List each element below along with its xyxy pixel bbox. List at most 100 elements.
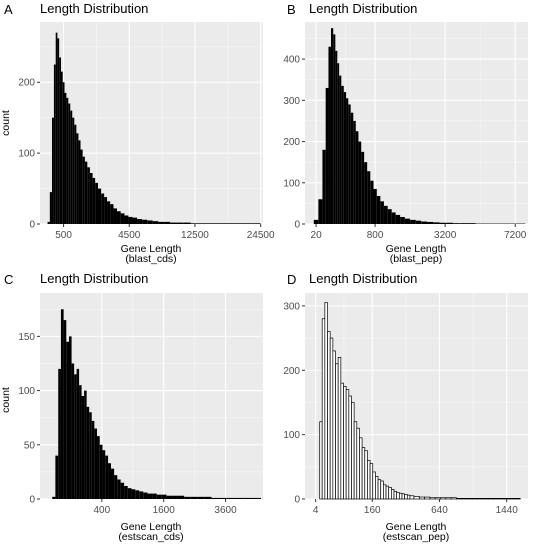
histogram-bar — [84, 391, 87, 499]
histogram-bar — [76, 133, 78, 224]
histogram-bar — [381, 481, 384, 499]
histogram-bar — [128, 488, 132, 499]
histogram-bar — [54, 65, 56, 224]
histogram-bar — [87, 407, 90, 499]
histogram-bar — [152, 494, 157, 499]
histogram-bar — [74, 125, 76, 224]
histogram-bar — [370, 464, 373, 499]
histogram-bar — [430, 498, 435, 499]
histogram-bar — [421, 222, 427, 224]
histogram-bar — [183, 223, 190, 224]
histogram-bar — [81, 150, 83, 224]
histogram-bar — [467, 223, 475, 224]
x-tick-label: 160 — [364, 505, 381, 516]
histogram-bar — [383, 485, 386, 499]
histogram-bar — [341, 86, 343, 224]
histogram-bar — [117, 479, 120, 499]
histogram-bar — [488, 498, 493, 499]
histogram-bar — [494, 498, 499, 499]
histogram-bar — [132, 218, 137, 224]
histogram-bar — [336, 364, 339, 499]
histogram-bar — [504, 498, 509, 499]
histogram-bar — [121, 213, 125, 224]
histogram-bar — [392, 212, 396, 224]
histogram-bar — [397, 493, 400, 499]
x-axis-subtitle: (estscan_cds) — [118, 531, 183, 543]
histogram-bar — [314, 220, 319, 224]
histogram-bar — [467, 498, 472, 499]
histogram-bar — [143, 492, 147, 499]
histogram-bar — [440, 223, 447, 224]
histogram-bar — [61, 309, 64, 499]
histogram-bar — [65, 93, 67, 224]
y-tick-label: 300 — [283, 301, 300, 312]
histogram-bar — [441, 498, 446, 499]
histogram-bar — [92, 421, 95, 499]
histogram-bar — [402, 494, 405, 499]
histogram-bar — [211, 498, 218, 499]
histogram-bar — [55, 456, 58, 499]
histogram-bar — [61, 72, 63, 224]
y-tick-label: 200 — [283, 137, 300, 148]
histogram-bar — [83, 157, 85, 224]
histogram-bar — [85, 162, 87, 224]
histogram-bar — [167, 496, 173, 499]
histogram-bar — [100, 445, 103, 499]
histogram-bar — [478, 498, 483, 499]
histogram-bar — [362, 448, 365, 500]
histogram-bar — [374, 189, 377, 224]
histogram-bar — [322, 319, 325, 499]
histogram-bar — [510, 498, 515, 499]
histogram-bar — [341, 383, 344, 499]
histogram-bar — [320, 422, 322, 499]
histogram-bar — [354, 422, 357, 499]
histogram-bar — [242, 223, 251, 224]
histogram-bar — [252, 498, 261, 499]
histogram-bar — [435, 498, 440, 499]
y-tick-label: 0 — [294, 220, 300, 231]
histogram-bar — [101, 194, 104, 224]
histogram-bar — [346, 390, 349, 499]
histogram-bar — [104, 197, 107, 224]
y-axis-title: count — [0, 387, 12, 413]
histogram-bar — [377, 196, 381, 224]
histogram-bar — [427, 222, 433, 224]
histogram-bar — [172, 496, 178, 499]
histogram-bar — [410, 496, 414, 499]
chart-title: Length Distribution — [309, 271, 417, 286]
histogram-bar — [148, 494, 153, 499]
x-tick-label: 12500 — [181, 230, 209, 241]
histogram-bar — [351, 402, 354, 499]
histogram-bar — [425, 497, 430, 499]
histogram-bar — [98, 189, 101, 224]
histogram-bar — [375, 476, 378, 499]
histogram-bar — [361, 152, 364, 224]
histogram-bar — [353, 121, 355, 224]
histogram-bar — [337, 63, 339, 224]
histogram-bar — [386, 486, 389, 499]
histogram-bar — [472, 498, 477, 499]
y-tick-label: 100 — [283, 430, 300, 441]
histogram-bar — [114, 475, 117, 499]
histogram-bar — [82, 396, 85, 499]
histogram-bar — [515, 498, 520, 499]
chart-title: Length Distribution — [40, 271, 148, 286]
histogram-bar — [419, 497, 424, 499]
histogram-bar — [451, 498, 456, 499]
histogram-bar — [414, 496, 419, 499]
y-tick-label: 200 — [283, 366, 300, 377]
x-tick-label: 640 — [431, 505, 448, 516]
histogram-bar — [391, 489, 394, 499]
histogram-bar — [79, 385, 81, 499]
histogram-bar — [70, 111, 72, 224]
histogram-bar — [68, 104, 70, 224]
histogram-bar — [224, 223, 233, 224]
y-tick-label: 0 — [294, 495, 300, 506]
histogram-bar — [58, 369, 61, 499]
y-tick-label: 300 — [283, 96, 300, 107]
histogram-bar — [405, 219, 410, 224]
histogram-bar — [108, 463, 111, 499]
histogram-bar — [233, 223, 242, 224]
